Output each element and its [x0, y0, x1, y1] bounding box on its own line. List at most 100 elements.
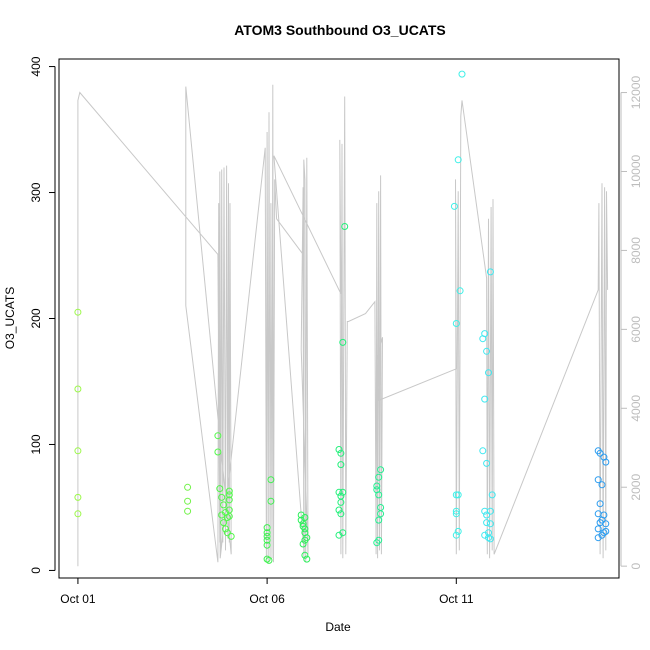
- data-point: [335, 446, 343, 453]
- data-point: [375, 516, 383, 524]
- data-point: [479, 447, 487, 455]
- data-point: [225, 496, 233, 504]
- data-point: [377, 510, 385, 518]
- data-point: [227, 532, 235, 540]
- data-point: [373, 539, 381, 547]
- data-point: [335, 506, 343, 514]
- data-point: [184, 483, 192, 491]
- x-axis-label: Date: [325, 620, 351, 634]
- data-point: [483, 519, 491, 527]
- data-point: [337, 461, 345, 469]
- y-tick-label: 100: [29, 434, 43, 454]
- data-point: [216, 485, 224, 493]
- data-point: [223, 529, 231, 537]
- data-point: [263, 536, 271, 544]
- data-point: [74, 493, 82, 501]
- data-point: [225, 487, 233, 495]
- secondary-series-line: [77, 84, 609, 567]
- data-point: [218, 493, 226, 501]
- data-point: [481, 395, 489, 403]
- chart-title: ATOM3 Southbound O3_UCATS: [234, 22, 446, 38]
- y-tick-label: 400: [29, 56, 43, 76]
- data-point: [485, 369, 492, 377]
- data-point: [454, 527, 462, 535]
- secondary-series-layer: [77, 84, 609, 567]
- data-point: [481, 330, 489, 338]
- data-point: [596, 500, 604, 508]
- data-point: [267, 497, 275, 505]
- data-point: [341, 223, 349, 230]
- y-tick-label: 0: [29, 567, 43, 574]
- y-tick-label: 300: [29, 182, 43, 202]
- data-point: [223, 514, 231, 521]
- data-point: [598, 481, 606, 489]
- data-point: [339, 338, 347, 346]
- data-point: [214, 432, 222, 440]
- y-axis-label: O3_UCATS: [3, 287, 17, 349]
- data-point: [450, 202, 458, 210]
- y2-tick-label: 8000: [629, 237, 643, 264]
- data-point: [220, 519, 228, 527]
- data-point: [596, 449, 604, 457]
- data-point: [486, 507, 494, 515]
- data-point: [486, 268, 494, 276]
- data-point: [263, 541, 271, 549]
- data-point: [483, 511, 491, 519]
- y2-tick-label: 2000: [629, 474, 643, 501]
- x-tick-label: Oct 01: [60, 592, 96, 606]
- data-point: [452, 320, 460, 327]
- data-point: [452, 491, 460, 499]
- data-point: [263, 529, 271, 537]
- data-points-layer: [74, 70, 610, 564]
- data-point: [335, 488, 343, 496]
- data-point: [488, 491, 496, 499]
- data-point: [303, 534, 311, 542]
- data-point: [458, 70, 466, 78]
- data-point: [184, 507, 192, 515]
- data-point: [337, 449, 345, 457]
- data-point: [375, 473, 383, 481]
- data-point: [263, 532, 271, 540]
- data-point: [452, 507, 460, 515]
- data-point: [377, 504, 385, 511]
- data-point: [222, 525, 229, 533]
- data-point: [301, 551, 309, 559]
- data-point: [303, 555, 311, 563]
- data-point: [486, 535, 494, 543]
- data-point: [373, 482, 381, 490]
- data-point: [265, 556, 273, 564]
- data-point: [452, 531, 460, 539]
- data-point: [375, 491, 383, 499]
- data-point: [301, 525, 309, 533]
- data-point: [337, 510, 345, 518]
- data-point: [483, 347, 491, 355]
- data-point: [452, 510, 460, 518]
- data-point: [454, 491, 462, 499]
- data-point: [339, 529, 347, 537]
- x-tick-label: Oct 11: [439, 592, 474, 606]
- data-point: [74, 447, 82, 455]
- data-point: [218, 511, 226, 519]
- y2-tick-label: 0: [629, 563, 643, 570]
- data-point: [267, 476, 275, 484]
- data-point: [263, 524, 271, 532]
- data-point: [74, 510, 82, 518]
- data-point: [225, 491, 233, 499]
- data-point: [225, 512, 233, 520]
- data-point: [337, 498, 345, 506]
- data-point: [74, 308, 82, 316]
- data-point: [377, 466, 385, 474]
- data-point: [594, 476, 602, 484]
- y2-tick-label: 6000: [629, 316, 643, 343]
- y-tick-label: 200: [29, 308, 43, 328]
- y2-tick-label: 4000: [629, 395, 643, 422]
- data-point: [301, 514, 309, 521]
- data-point: [602, 527, 610, 535]
- data-point: [263, 555, 271, 563]
- data-point: [594, 525, 602, 533]
- data-point: [602, 458, 610, 466]
- data-point: [214, 448, 222, 456]
- data-point: [485, 534, 492, 542]
- data-point: [74, 385, 82, 393]
